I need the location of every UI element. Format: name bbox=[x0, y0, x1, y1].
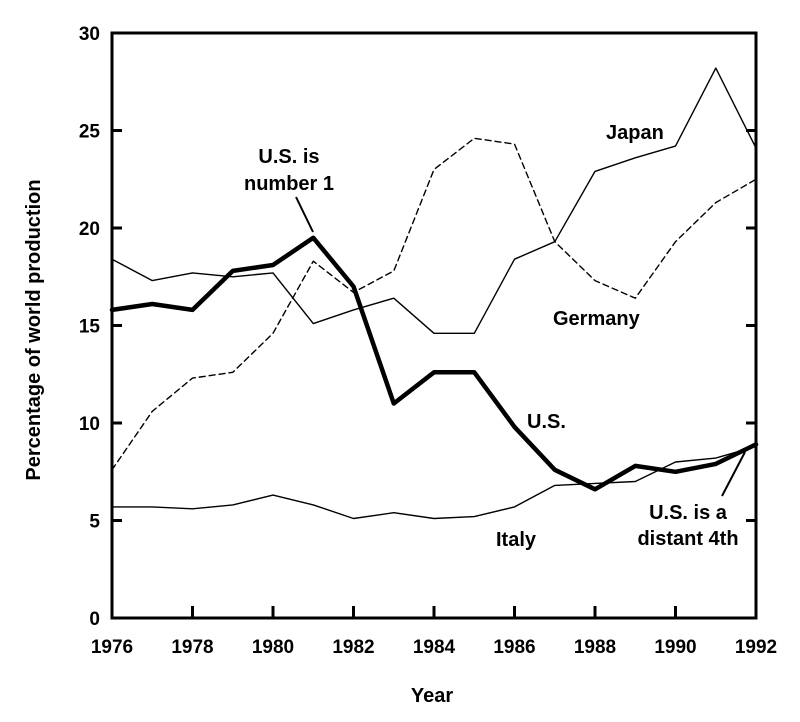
x-tick-label: 1978 bbox=[171, 637, 213, 658]
x-tick-label: 1976 bbox=[91, 637, 133, 658]
x-tick-label: 1986 bbox=[493, 637, 535, 658]
x-tick-label: 1992 bbox=[735, 637, 777, 658]
annotation-us-number-1-pointer bbox=[295, 196, 314, 233]
series-line-germany bbox=[111, 137, 757, 471]
y-tick-label: 30 bbox=[79, 24, 100, 45]
series-line-japan bbox=[111, 67, 757, 334]
annotation-us-number-1-line1: U.S. is bbox=[258, 146, 319, 168]
y-tick-label: 15 bbox=[79, 317, 101, 338]
x-axis: 1976 1978 1980 1982 1984 1986 1988 1990 1992 bbox=[91, 606, 777, 658]
series-label-germany: Germany bbox=[553, 308, 641, 330]
series-label-italy: Italy bbox=[496, 529, 537, 551]
y-tick-label: 5 bbox=[89, 512, 100, 533]
series-label-us: U.S. bbox=[527, 411, 566, 433]
x-tick-label: 1982 bbox=[332, 637, 374, 658]
series-layer bbox=[109, 67, 759, 520]
series-label-japan: Japan bbox=[606, 122, 664, 144]
y-tick-label: 10 bbox=[79, 414, 100, 435]
y-tick-label: 0 bbox=[89, 609, 100, 630]
y-tick-label: 20 bbox=[79, 219, 100, 240]
annotation-us-distant-4th-line2: distant 4th bbox=[637, 528, 738, 550]
x-tick-label: 1984 bbox=[413, 637, 456, 658]
series-line-italy bbox=[111, 445, 757, 520]
y-axis-label: Percentage of world production bbox=[23, 179, 45, 480]
annotation-us-distant-4th-line1: U.S. is a bbox=[649, 502, 728, 524]
x-axis-label: Year bbox=[411, 685, 453, 707]
y-axis: 0 5 10 15 20 25 30 bbox=[79, 24, 756, 630]
annotation-us-distant-4th-pointer bbox=[721, 451, 746, 497]
x-tick-label: 1988 bbox=[574, 637, 616, 658]
series-line-u-s bbox=[109, 235, 759, 492]
annotation-us-number-1-line2: number 1 bbox=[244, 173, 334, 195]
x-tick-label: 1990 bbox=[654, 637, 696, 658]
x-tick-label: 1980 bbox=[252, 637, 294, 658]
y-tick-label: 25 bbox=[79, 122, 101, 143]
